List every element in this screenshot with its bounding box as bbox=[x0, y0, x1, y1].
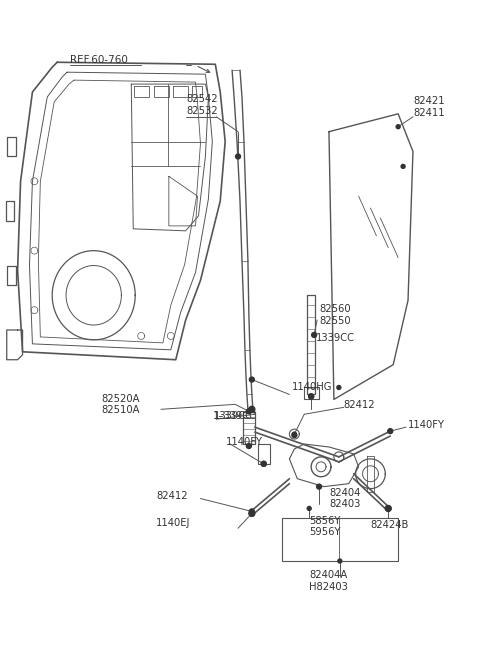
Text: 82542
82532: 82542 82532 bbox=[187, 94, 218, 115]
Circle shape bbox=[337, 386, 341, 390]
Text: 1140HG: 1140HG bbox=[291, 382, 332, 392]
Text: REF.60-760: REF.60-760 bbox=[70, 55, 128, 66]
Text: 82412: 82412 bbox=[344, 400, 375, 411]
Text: 82404
82403: 82404 82403 bbox=[329, 488, 360, 509]
Circle shape bbox=[307, 506, 311, 510]
Circle shape bbox=[292, 432, 297, 438]
Circle shape bbox=[249, 406, 255, 412]
Text: 82404A
H82403: 82404A H82403 bbox=[309, 570, 348, 592]
Circle shape bbox=[249, 510, 255, 516]
Circle shape bbox=[261, 461, 266, 466]
Text: 1339CC: 1339CC bbox=[214, 411, 253, 421]
Circle shape bbox=[236, 154, 240, 159]
Text: 1140FY: 1140FY bbox=[226, 437, 263, 447]
Text: 82421
82411: 82421 82411 bbox=[413, 96, 444, 117]
Text: 1140EJ: 1140EJ bbox=[156, 518, 191, 528]
Circle shape bbox=[312, 333, 317, 337]
Circle shape bbox=[388, 428, 393, 434]
Circle shape bbox=[246, 409, 252, 414]
Text: 1–339CC: 1–339CC bbox=[213, 411, 257, 421]
Circle shape bbox=[401, 165, 405, 169]
Text: 1339CC: 1339CC bbox=[316, 333, 355, 343]
Circle shape bbox=[246, 443, 252, 449]
Text: 1140FY: 1140FY bbox=[408, 420, 445, 430]
Circle shape bbox=[317, 484, 322, 489]
Text: 82520A
82510A: 82520A 82510A bbox=[102, 394, 140, 415]
Circle shape bbox=[309, 394, 313, 399]
Circle shape bbox=[396, 125, 400, 129]
Circle shape bbox=[250, 509, 254, 514]
Circle shape bbox=[250, 511, 254, 516]
Text: 5856Y
5956Y: 5856Y 5956Y bbox=[309, 516, 341, 537]
Text: 82412: 82412 bbox=[156, 491, 188, 501]
Text: 82560
82550: 82560 82550 bbox=[319, 304, 351, 326]
Circle shape bbox=[385, 506, 391, 512]
Circle shape bbox=[338, 559, 342, 563]
Circle shape bbox=[386, 506, 391, 511]
Circle shape bbox=[261, 461, 266, 466]
Circle shape bbox=[292, 432, 296, 436]
Circle shape bbox=[309, 394, 313, 399]
Circle shape bbox=[250, 377, 254, 382]
Text: 82424B: 82424B bbox=[371, 520, 409, 530]
